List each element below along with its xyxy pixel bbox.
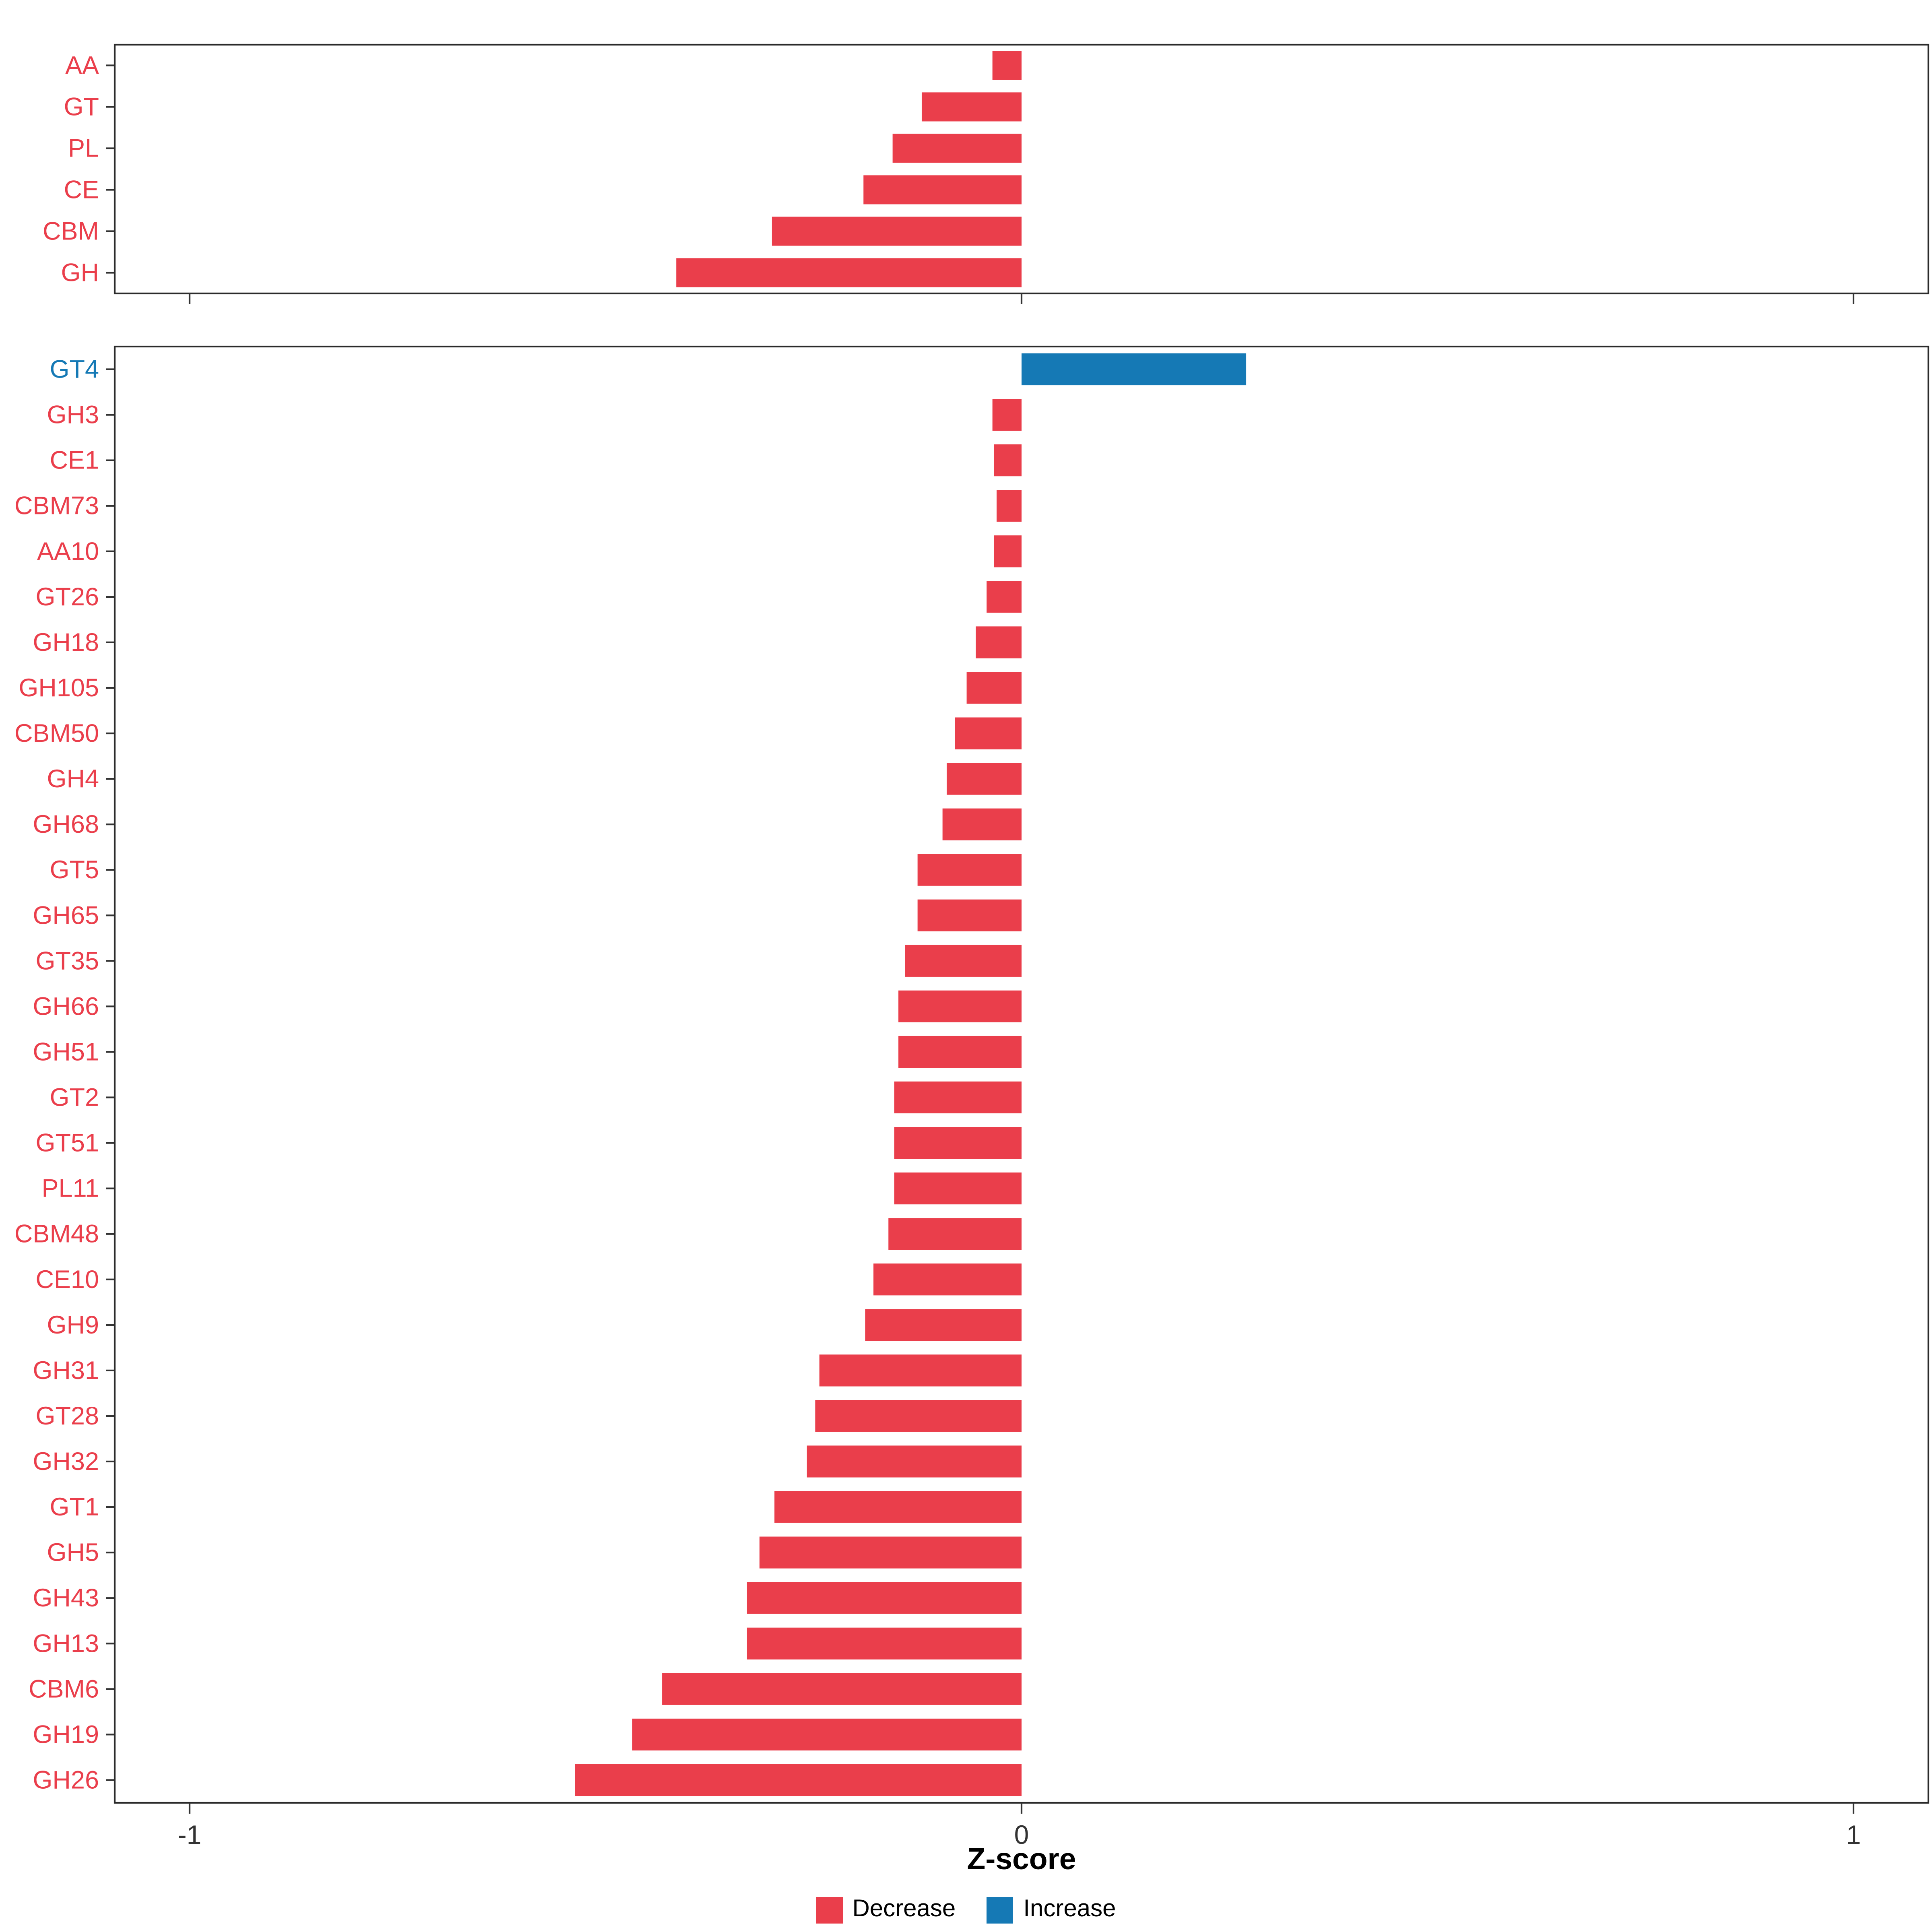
bar-GT26 [987,581,1022,613]
bar-GH5 [759,1536,1022,1569]
bar-PL11 [894,1172,1022,1205]
category-label-GT35: GT35 [35,947,99,975]
bar-GH31 [819,1354,1022,1387]
category-label-GH9: GH9 [47,1311,99,1339]
bar-GH19 [632,1718,1022,1750]
category-label-CE: CE [64,176,99,204]
bar-GT28 [815,1400,1022,1432]
bar-CBM50 [955,717,1022,749]
bar-GH9 [865,1309,1022,1341]
category-label-GH68: GH68 [33,810,99,838]
category-label-CBM6: CBM6 [29,1675,99,1703]
x-tick-label-1: 1 [1846,1820,1861,1849]
category-label-AA10: AA10 [37,537,99,566]
category-label-CE1: CE1 [50,446,99,475]
bar-CBM6 [662,1673,1022,1705]
panel-cazyme-class-summary: AA GT PL CE CBM GH [43,43,1930,304]
increase-color-swatch [987,1896,1014,1923]
bar-GT5 [917,854,1022,886]
category-label-GT51: GT51 [35,1129,99,1157]
bar-GT2 [894,1081,1022,1114]
category-label-GT2: GT2 [50,1084,99,1112]
legend-item-decrease: Decrease [816,1896,956,1924]
bar-GH43 [747,1582,1022,1614]
category-label-GT28: GT28 [35,1402,99,1430]
category-label-GH43: GH43 [33,1584,99,1612]
bar-CE10 [873,1263,1022,1296]
category-label-GH4: GH4 [47,765,99,793]
bar-CBM73 [996,490,1022,522]
category-label-PL: PL [68,134,99,163]
bar-CE [863,175,1022,204]
category-label-GH65: GH65 [33,901,99,929]
legend-label-increase: Increase [1023,1896,1116,1922]
bar-GH18 [976,626,1022,658]
category-label-GH13: GH13 [33,1629,99,1657]
bar-GH4 [946,763,1022,795]
bar-AA [992,51,1022,80]
category-label-GH26: GH26 [33,1766,99,1794]
category-label-GH66: GH66 [33,992,99,1020]
bar-GH51 [898,1036,1022,1068]
bar-GT4 [1022,353,1247,386]
category-label-GH3: GH3 [47,401,99,429]
category-label-GH: GH [61,259,99,287]
category-label-GT4: GT4 [50,355,99,384]
bar-GH65 [917,899,1022,931]
bar-PL [892,134,1022,163]
category-label-GT: GT [64,93,99,121]
bar-GH3 [992,399,1022,431]
x-tick-label--1: -1 [178,1820,202,1849]
category-label-CBM50: CBM50 [14,719,99,747]
category-label-GH31: GH31 [33,1356,99,1385]
category-label-GH51: GH51 [33,1038,99,1066]
category-label-GH32: GH32 [33,1447,99,1476]
category-label-PL11: PL11 [42,1174,99,1203]
bar-GT1 [774,1491,1022,1523]
bar-GT35 [905,945,1022,977]
panel-border [114,43,1930,295]
bar-GT51 [894,1127,1022,1159]
category-label-GH18: GH18 [33,628,99,656]
category-label-GT5: GT5 [50,856,99,884]
x-tick-label-0: 0 [1014,1820,1029,1849]
legend-label-decrease: Decrease [852,1896,956,1922]
bar-CE1 [994,444,1022,477]
bar-GH32 [807,1445,1022,1478]
bar-GH [676,258,1022,287]
category-label-CBM: CBM [43,217,99,246]
category-label-GT26: GT26 [35,583,99,611]
category-label-AA: AA [65,52,99,80]
chart-legend: Decrease Increase [0,1896,1932,1924]
bar-GT [921,92,1022,122]
category-label-CE10: CE10 [35,1265,99,1294]
bar-AA10 [994,535,1022,568]
bar-CBM [772,217,1022,246]
bar-GH105 [966,672,1022,704]
bar-GH26 [575,1764,1022,1796]
bar-GH66 [898,990,1022,1022]
legend-item-increase: Increase [987,1896,1116,1924]
category-label-CBM48: CBM48 [14,1220,99,1248]
category-label-GH105: GH105 [19,674,99,702]
category-label-GT1: GT1 [50,1493,99,1521]
x-axis-title: Z-score [967,1843,1076,1876]
category-label-CBM73: CBM73 [14,492,99,520]
category-label-GH19: GH19 [33,1720,99,1748]
category-label-GH5: GH5 [47,1538,99,1567]
bar-GH68 [942,808,1022,840]
decrease-color-swatch [816,1896,843,1923]
bar-CBM48 [888,1218,1022,1250]
bar-GH13 [747,1627,1022,1660]
panel-cazyme-family-detail: GT4 GH3 CE1 CBM73 AA10 GT26 GH18 GH105 CBM50 GH4 G… [14,345,1930,1814]
